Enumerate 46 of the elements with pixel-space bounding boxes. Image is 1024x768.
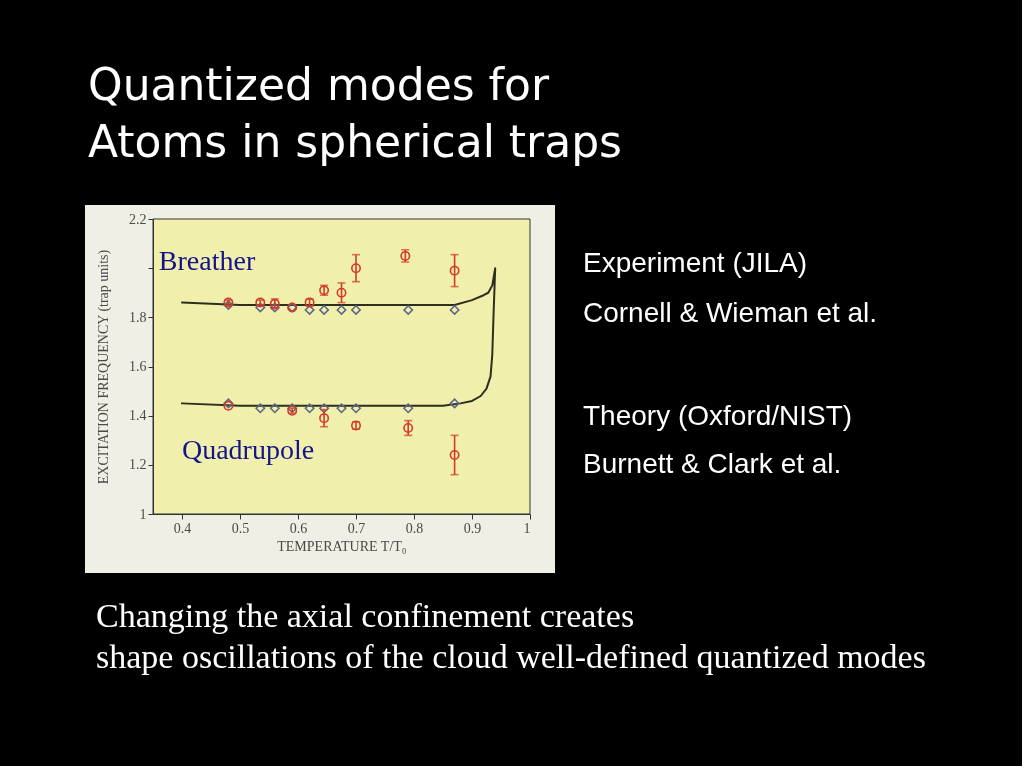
x-axis-title: TEMPERATURE T/T₀ xyxy=(277,538,407,554)
point xyxy=(269,403,280,414)
x-tick-label: 0.9 xyxy=(463,520,482,536)
point xyxy=(255,403,266,414)
point xyxy=(403,403,414,414)
text: Changing the axial confinement creates xyxy=(96,597,635,634)
y-tick-label: 1.6 xyxy=(129,359,147,374)
x-tick-label: 0.5 xyxy=(231,520,250,536)
chart-title: Quantized modes for Atoms in spherical traps xyxy=(88,59,623,167)
point xyxy=(255,302,266,313)
point xyxy=(336,287,347,298)
annotation: Breather xyxy=(158,245,256,276)
point xyxy=(403,422,414,433)
point xyxy=(351,403,361,414)
x-tick-label: 0.4 xyxy=(173,520,192,536)
point xyxy=(449,398,460,409)
x-tick-label: 0.8 xyxy=(405,520,424,536)
y-tick-label: 1.8 xyxy=(129,309,147,325)
y-tick-label: 2.2 xyxy=(129,211,147,227)
point xyxy=(304,403,315,414)
text: Burnett & Clark et al. xyxy=(583,448,842,479)
point xyxy=(319,304,330,315)
point xyxy=(449,265,460,276)
point xyxy=(319,403,330,414)
point xyxy=(336,403,347,414)
x-tick-label: 0.7 xyxy=(347,520,366,536)
point xyxy=(403,304,414,315)
text: Experiment (JILA) xyxy=(583,247,808,278)
text: Theory (Oxford/NIST) xyxy=(583,400,853,431)
point xyxy=(336,304,347,315)
annotation: Quadrupole xyxy=(181,434,315,465)
point xyxy=(319,413,330,424)
y-tick-label: 1.4 xyxy=(129,408,147,424)
point xyxy=(449,304,460,315)
x-tick-label: 0.6 xyxy=(289,520,308,536)
point xyxy=(449,450,460,460)
point xyxy=(269,302,280,313)
y-tick-label: 1 xyxy=(139,506,147,522)
point xyxy=(351,304,361,315)
text: Cornell & Wieman et al. xyxy=(583,297,878,328)
x-tick-label: 1 xyxy=(523,520,531,536)
y-tick-label: 1.2 xyxy=(129,457,147,473)
y-axis-title: EXCITATION FREQUENCY (trap units) xyxy=(96,249,112,485)
point xyxy=(304,304,315,315)
point xyxy=(351,263,361,274)
text: shape oscillations of the cloud well-defined quantized modes xyxy=(96,638,926,675)
